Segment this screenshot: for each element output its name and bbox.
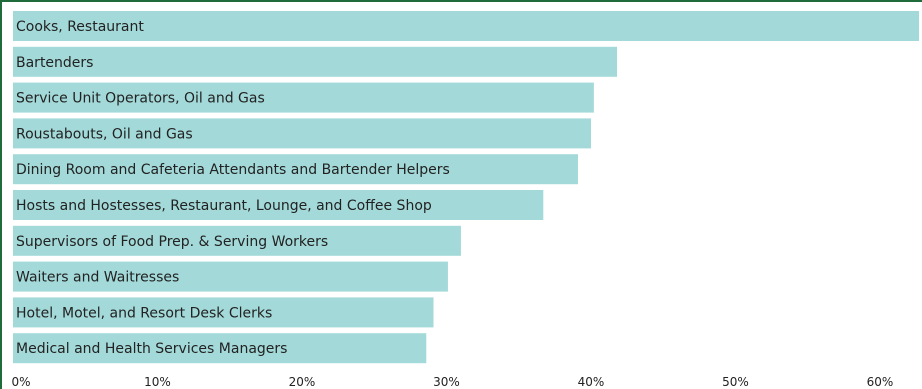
- category-label: Supervisors of Food Prep. & Serving Work…: [16, 234, 328, 250]
- bar: [13, 297, 434, 328]
- bar: [13, 82, 594, 113]
- category-label: Hosts and Hostesses, Restaurant, Lounge,…: [16, 198, 432, 214]
- bar: [13, 46, 617, 77]
- bar: [13, 190, 544, 220]
- bar: [13, 333, 427, 364]
- bar: [13, 225, 461, 256]
- bar: [13, 118, 591, 149]
- x-tick-label: 60%: [867, 375, 894, 389]
- bar: [13, 261, 448, 292]
- category-label: Service Unit Operators, Oil and Gas: [16, 91, 265, 107]
- category-label: Hotel, Motel, and Resort Desk Clerks: [16, 305, 272, 321]
- x-tick-label: 0%: [11, 375, 30, 389]
- category-label: Dining Room and Cafeteria Attendants and…: [16, 162, 450, 178]
- x-tick-label: 10%: [144, 375, 171, 389]
- category-label: Bartenders: [16, 55, 93, 71]
- x-tick-label: 20%: [289, 375, 316, 389]
- x-tick-label: 30%: [433, 375, 460, 389]
- x-tick-label: 40%: [578, 375, 605, 389]
- bar: [13, 154, 578, 185]
- category-label: Roustabouts, Oil and Gas: [16, 126, 193, 142]
- bar: [13, 11, 919, 41]
- category-label: Cooks, Restaurant: [16, 19, 144, 35]
- category-label: Waiters and Waitresses: [16, 270, 179, 286]
- x-tick-label: 50%: [722, 375, 749, 389]
- category-label: Medical and Health Services Managers: [16, 341, 287, 357]
